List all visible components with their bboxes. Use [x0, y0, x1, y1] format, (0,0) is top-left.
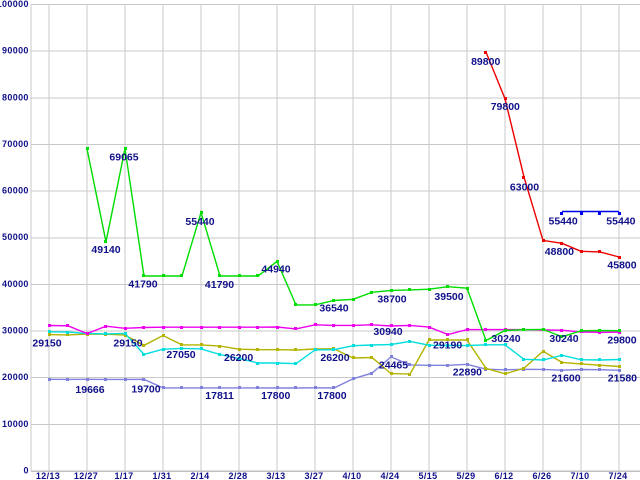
- svg-text:90000: 90000: [2, 46, 29, 56]
- svg-text:44940: 44940: [261, 264, 290, 276]
- svg-text:17811: 17811: [205, 390, 234, 402]
- svg-text:20000: 20000: [2, 372, 29, 382]
- svg-text:29190: 29190: [433, 340, 462, 352]
- svg-text:100000: 100000: [0, 0, 29, 9]
- svg-text:60000: 60000: [2, 186, 29, 196]
- svg-text:5/29: 5/29: [457, 471, 476, 480]
- svg-text:40000: 40000: [2, 279, 29, 289]
- svg-text:30240: 30240: [491, 333, 520, 345]
- svg-text:1/31: 1/31: [153, 471, 172, 480]
- svg-text:3/27: 3/27: [305, 471, 324, 480]
- svg-text:70000: 70000: [2, 139, 29, 149]
- svg-text:1/17: 1/17: [115, 471, 134, 480]
- svg-text:63000: 63000: [510, 182, 539, 194]
- svg-text:30940: 30940: [373, 326, 402, 338]
- svg-text:79800: 79800: [491, 101, 520, 113]
- svg-text:12/13: 12/13: [36, 471, 60, 480]
- svg-text:2/14: 2/14: [191, 471, 210, 480]
- svg-text:2/28: 2/28: [229, 471, 248, 480]
- svg-text:26200: 26200: [320, 352, 349, 364]
- svg-text:39500: 39500: [434, 291, 463, 303]
- svg-text:80000: 80000: [2, 92, 29, 102]
- svg-text:27050: 27050: [166, 349, 195, 361]
- svg-text:6/12: 6/12: [495, 471, 514, 480]
- svg-text:17800: 17800: [261, 390, 290, 402]
- svg-text:41790: 41790: [205, 279, 234, 291]
- svg-text:55440: 55440: [548, 216, 577, 228]
- svg-text:21600: 21600: [551, 373, 580, 385]
- svg-text:26200: 26200: [224, 352, 253, 364]
- svg-text:4/24: 4/24: [381, 471, 400, 480]
- svg-text:17800: 17800: [317, 390, 346, 402]
- svg-text:38700: 38700: [377, 293, 406, 305]
- svg-text:36540: 36540: [319, 303, 348, 315]
- svg-text:19666: 19666: [75, 384, 104, 396]
- svg-text:41790: 41790: [128, 279, 157, 291]
- svg-text:29150: 29150: [32, 338, 61, 350]
- svg-text:29150: 29150: [113, 338, 142, 350]
- svg-text:7/10: 7/10: [571, 471, 590, 480]
- svg-text:6/26: 6/26: [533, 471, 552, 480]
- svg-text:49140: 49140: [91, 244, 120, 256]
- svg-text:55440: 55440: [606, 216, 635, 228]
- svg-text:48800: 48800: [545, 246, 574, 258]
- svg-text:0: 0: [23, 466, 28, 476]
- svg-text:5/15: 5/15: [419, 471, 438, 480]
- svg-text:21580: 21580: [608, 373, 637, 385]
- svg-text:19700: 19700: [131, 384, 160, 396]
- svg-text:7/24: 7/24: [609, 471, 628, 480]
- svg-text:3/13: 3/13: [267, 471, 286, 480]
- svg-text:24465: 24465: [379, 360, 408, 372]
- svg-text:69065: 69065: [109, 152, 138, 164]
- svg-text:29800: 29800: [607, 335, 636, 347]
- svg-text:55440: 55440: [185, 216, 214, 228]
- svg-text:30240: 30240: [549, 333, 578, 345]
- svg-text:10000: 10000: [2, 419, 29, 429]
- svg-text:30000: 30000: [2, 326, 29, 336]
- svg-text:4/10: 4/10: [343, 471, 362, 480]
- svg-text:12/27: 12/27: [74, 471, 98, 480]
- svg-text:45800: 45800: [607, 260, 636, 272]
- svg-text:50000: 50000: [2, 232, 29, 242]
- svg-text:22890: 22890: [453, 367, 482, 379]
- svg-text:89800: 89800: [471, 56, 500, 68]
